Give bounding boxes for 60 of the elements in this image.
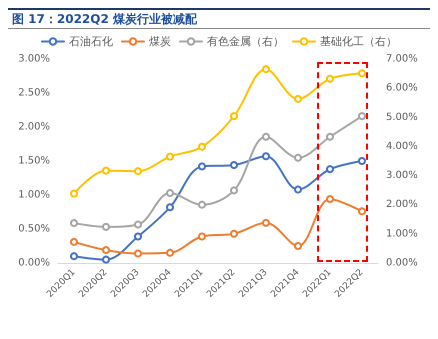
legend-label: 基础化工（右） — [320, 35, 397, 48]
point — [294, 186, 302, 194]
y-tick-label: 2.00% — [18, 122, 50, 132]
point — [102, 222, 110, 231]
point — [198, 200, 206, 209]
y2-tick-label: 6.00% — [386, 82, 418, 94]
y-tick-label: 0.50% — [18, 224, 50, 234]
point — [294, 242, 302, 250]
point — [358, 207, 366, 216]
point — [262, 152, 270, 160]
point — [198, 162, 206, 170]
y-tick-label: 1.50% — [18, 156, 50, 166]
y2-tick-label: 7.00% — [386, 54, 418, 64]
point — [230, 230, 238, 238]
point — [230, 112, 238, 120]
point — [326, 165, 334, 174]
point — [166, 152, 174, 161]
y2-tick-label: 2.00% — [386, 199, 418, 210]
point — [230, 161, 238, 170]
point — [358, 112, 366, 120]
point — [70, 252, 78, 260]
point — [262, 218, 270, 227]
point — [358, 157, 366, 165]
y-tick-label: 3.00% — [18, 54, 50, 64]
point — [198, 142, 206, 151]
y-tick-label: 2.50% — [18, 88, 50, 98]
point — [70, 219, 78, 228]
y-tick-label: 0.00% — [18, 258, 50, 268]
point — [166, 248, 174, 257]
point — [262, 132, 270, 141]
legend-label: 煤炭 — [149, 35, 171, 48]
point — [134, 249, 142, 258]
point — [166, 203, 174, 212]
point — [326, 74, 334, 83]
point — [70, 238, 78, 246]
point — [102, 246, 110, 254]
y-tick-label: 1.00% — [18, 190, 50, 200]
point — [230, 186, 238, 194]
y2-tick-label: 1.00% — [386, 228, 418, 240]
point — [326, 195, 334, 204]
point — [134, 232, 142, 240]
point — [166, 189, 174, 198]
point — [326, 132, 334, 141]
point — [70, 190, 78, 198]
chart-title: 图 17：2022Q2 煤炭行业被减配 — [8, 8, 430, 29]
point — [294, 154, 302, 162]
point — [358, 69, 366, 78]
legend-label: 石油石化 — [69, 35, 113, 48]
point — [102, 166, 110, 175]
point — [134, 220, 142, 229]
legend-label: 有色金属（右） — [207, 35, 284, 48]
y2-tick-label: 0.00% — [386, 258, 418, 268]
point — [134, 167, 142, 176]
point — [102, 256, 110, 264]
y2-tick-label: 5.00% — [386, 112, 418, 123]
y2-tick-label: 4.00% — [386, 140, 418, 152]
point — [198, 232, 206, 240]
point — [294, 94, 302, 103]
point — [262, 65, 270, 74]
y2-tick-label: 3.00% — [386, 170, 418, 182]
